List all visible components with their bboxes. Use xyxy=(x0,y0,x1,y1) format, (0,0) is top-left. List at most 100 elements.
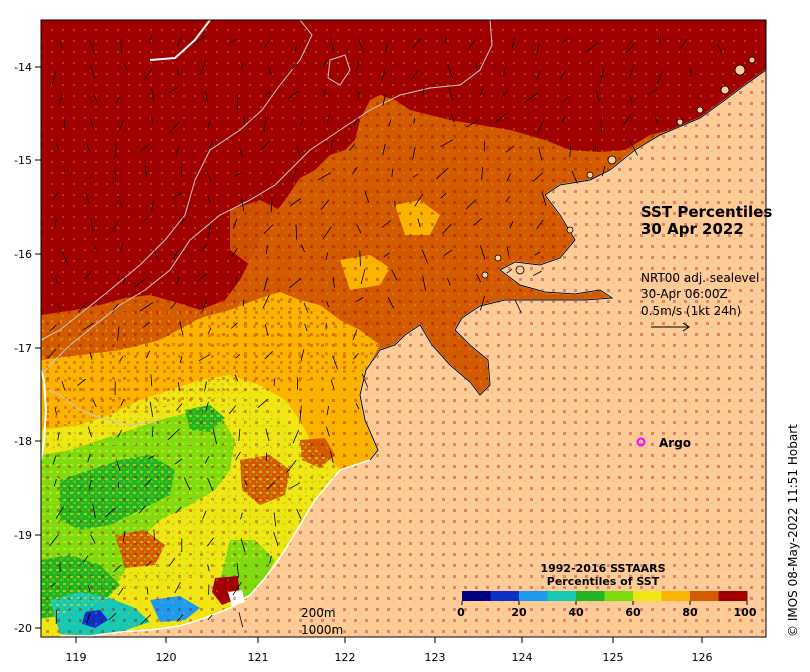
current-vector xyxy=(87,585,91,592)
current-vector xyxy=(536,219,544,230)
current-vector xyxy=(115,96,121,104)
current-vector xyxy=(113,564,122,572)
current-vector xyxy=(243,116,245,125)
current-vector xyxy=(122,277,125,285)
current-vector xyxy=(304,323,308,332)
current-vector xyxy=(501,89,509,99)
current-vector xyxy=(153,529,155,540)
current-vector xyxy=(179,321,184,336)
current-vector xyxy=(88,479,92,491)
current-vector xyxy=(90,118,94,129)
current-vector xyxy=(286,459,297,474)
current-vector xyxy=(173,249,179,260)
current-vector xyxy=(142,321,151,328)
current-vector xyxy=(562,37,568,44)
lat-tick: -20 xyxy=(14,622,32,635)
current-vector xyxy=(387,296,395,309)
colorbar-label: 80 xyxy=(682,606,698,619)
current-vector xyxy=(359,250,361,267)
current-vector xyxy=(265,428,270,441)
current-vector xyxy=(264,350,273,360)
current-vector xyxy=(117,326,120,341)
current-vector xyxy=(353,118,358,126)
current-vector xyxy=(174,458,183,465)
current-vector xyxy=(266,245,268,255)
lon-tick: 124 xyxy=(512,651,533,664)
current-vector xyxy=(204,381,207,392)
current-vector xyxy=(717,44,723,54)
lat-tick: -19 xyxy=(14,529,32,542)
current-vector xyxy=(263,40,270,49)
lon-tick: 126 xyxy=(692,651,713,664)
current-vector xyxy=(296,508,302,520)
current-vector xyxy=(532,270,542,276)
current-vector xyxy=(49,534,59,547)
current-vector xyxy=(443,249,453,256)
current-vector xyxy=(647,88,659,96)
colorbar-swatch xyxy=(519,591,548,601)
lon-tick: 121 xyxy=(248,651,269,664)
lat-tick: -16 xyxy=(14,248,32,261)
current-vector xyxy=(146,350,151,359)
current-vector xyxy=(413,117,416,124)
current-vector xyxy=(140,614,151,625)
current-vector xyxy=(391,269,398,281)
current-vector xyxy=(326,300,329,308)
colorbar-label: 40 xyxy=(568,606,584,619)
current-vector xyxy=(205,401,209,411)
current-vector xyxy=(149,401,154,417)
current-vector xyxy=(83,555,89,563)
current-vector xyxy=(92,399,97,408)
map-frame xyxy=(40,19,767,638)
current-vector xyxy=(355,61,360,72)
current-vector xyxy=(629,141,638,156)
current-vector xyxy=(52,455,57,465)
current-vector xyxy=(480,295,485,311)
current-vector xyxy=(144,165,147,177)
current-vector xyxy=(240,512,243,520)
current-vector xyxy=(77,378,86,386)
current-vector xyxy=(599,67,605,84)
lon-tick: 120 xyxy=(156,651,177,664)
current-vector xyxy=(180,166,183,177)
current-vector xyxy=(601,165,606,177)
argo-float-marker[interactable] xyxy=(636,437,646,447)
current-vector xyxy=(360,269,366,285)
current-vector xyxy=(207,477,214,491)
colorbar-title-1: 1992-2016 SSTAARS xyxy=(540,562,665,575)
current-vector xyxy=(450,113,455,123)
current-vector xyxy=(417,218,421,228)
current-vector xyxy=(290,482,301,489)
current-vector xyxy=(232,581,243,596)
longitude-axis: 119 120 121 122 123 124 125 126 xyxy=(66,651,713,664)
current-vector xyxy=(207,223,212,239)
current-vector xyxy=(144,479,152,487)
current-vector xyxy=(524,92,538,103)
current-vector xyxy=(147,455,155,460)
lat-tick: -18 xyxy=(14,435,32,448)
current-vector xyxy=(476,273,482,283)
colorbar-swatch xyxy=(462,591,491,601)
current-vector xyxy=(356,224,362,234)
current-vector xyxy=(536,69,541,80)
current-vector xyxy=(244,480,248,487)
current-vector xyxy=(146,560,152,566)
current-vector xyxy=(391,168,394,177)
current-vector xyxy=(541,192,547,207)
current-vector xyxy=(90,534,96,544)
current-vector xyxy=(230,322,238,329)
current-vector xyxy=(364,190,370,203)
current-vector xyxy=(326,114,330,124)
colorbar-label: 60 xyxy=(625,606,641,619)
current-vector xyxy=(200,243,209,252)
current-vector xyxy=(509,221,514,229)
current-vector xyxy=(625,43,635,54)
current-vector xyxy=(205,90,209,104)
current-vector xyxy=(320,199,330,211)
current-vector xyxy=(267,481,275,489)
current-vector xyxy=(55,506,65,519)
argo-label: Argo xyxy=(659,436,691,450)
current-vector xyxy=(412,173,419,178)
current-vector xyxy=(87,453,91,463)
current-vector xyxy=(88,173,93,180)
